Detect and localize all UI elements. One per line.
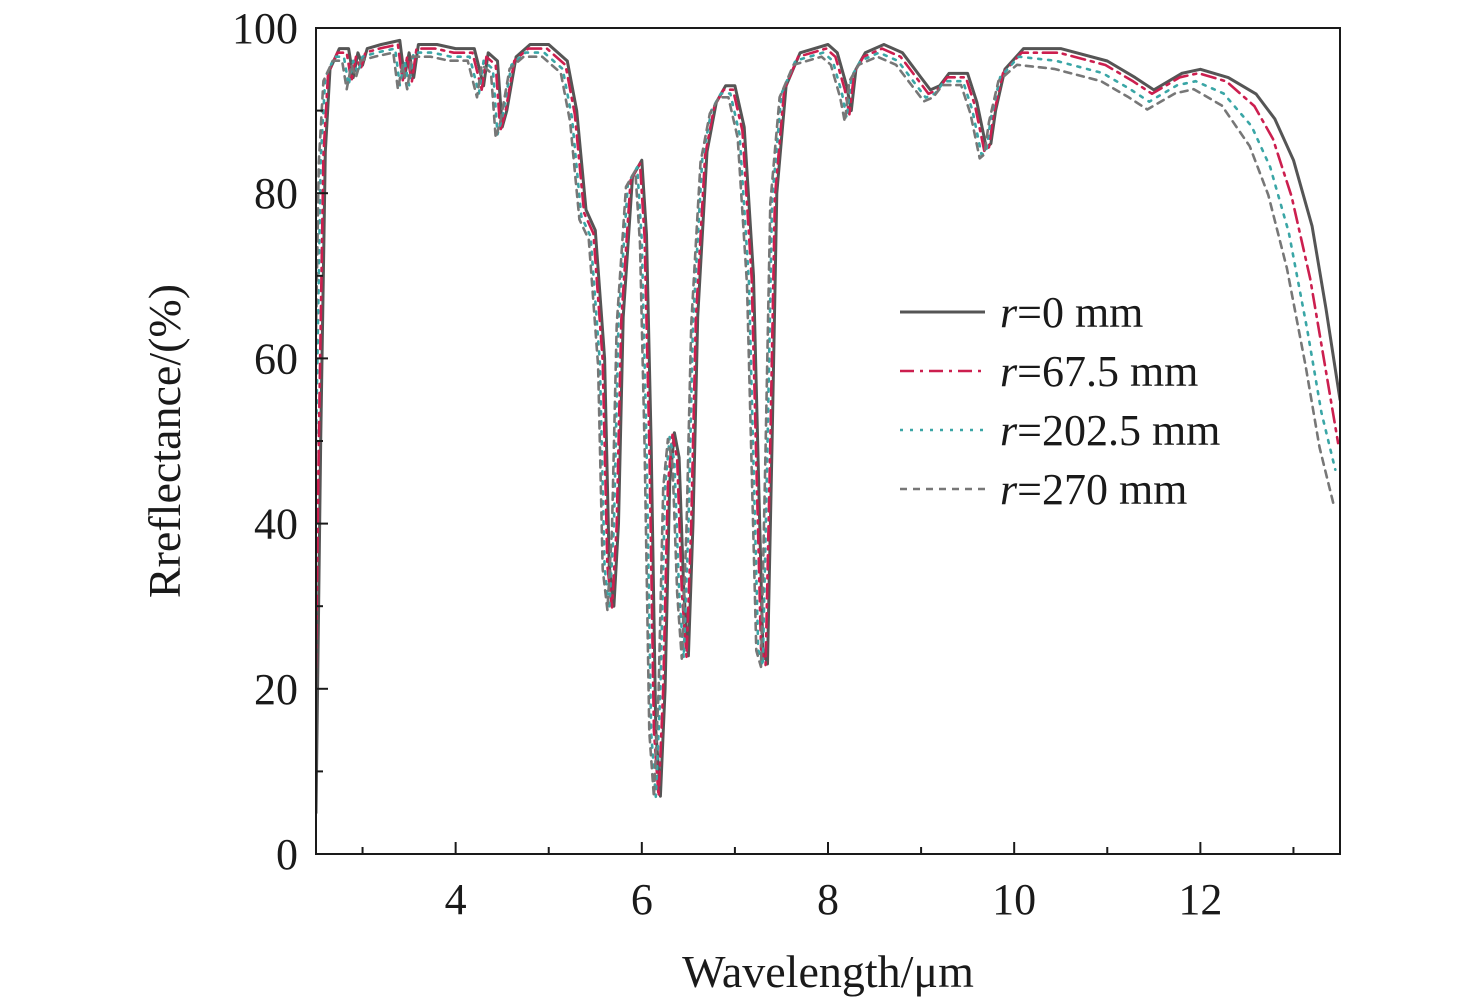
legend-label-variable: r [1000,406,1018,455]
label-layer: 4 6 8 10 12 0 20 40 60 80 100 [232,4,1222,924]
legend-label-variable: r [1000,288,1018,337]
series-line-1 [316,38,1340,815]
y-axis-title: Rreflectance/(%) [139,284,190,598]
legend-label-value: =67.5 mm [1017,347,1198,396]
legend-label-variable: r [1000,347,1018,396]
x-tick-label: 4 [445,875,467,924]
x-tick-label: 8 [817,875,839,924]
x-tick-label: 10 [992,875,1036,924]
tick-layer [316,27,1295,855]
series-line-3 [316,47,1337,799]
legend-label-value: =270 mm [1017,465,1187,514]
legend-label-3: r=202.5 mm [1000,406,1220,455]
x-axis-title: Wavelength/μm [682,946,974,997]
y-tick-label: 20 [254,665,298,714]
x-tick-label: 6 [631,875,653,924]
legend-label-value: =202.5 mm [1017,406,1220,455]
y-tick-label: 80 [254,169,298,218]
y-tick-label: 100 [232,4,298,53]
legend: r=0 mmr=67.5 mmr=202.5 mmr=270 mm [900,288,1220,514]
y-tick-label: 40 [254,500,298,549]
legend-label-4: r=270 mm [1000,465,1187,514]
legend-label-value: =0 mm [1017,288,1143,337]
y-tick-label: 60 [254,334,298,383]
x-tick-label: 12 [1178,875,1222,924]
legend-label-1: r=0 mm [1000,288,1143,337]
legend-label-variable: r [1000,465,1018,514]
y-tick-label: 0 [276,830,298,879]
legend-label-2: r=67.5 mm [1000,347,1198,396]
series-line-2 [316,43,1340,798]
series-layer [316,38,1340,815]
series-line-4 [316,51,1335,799]
